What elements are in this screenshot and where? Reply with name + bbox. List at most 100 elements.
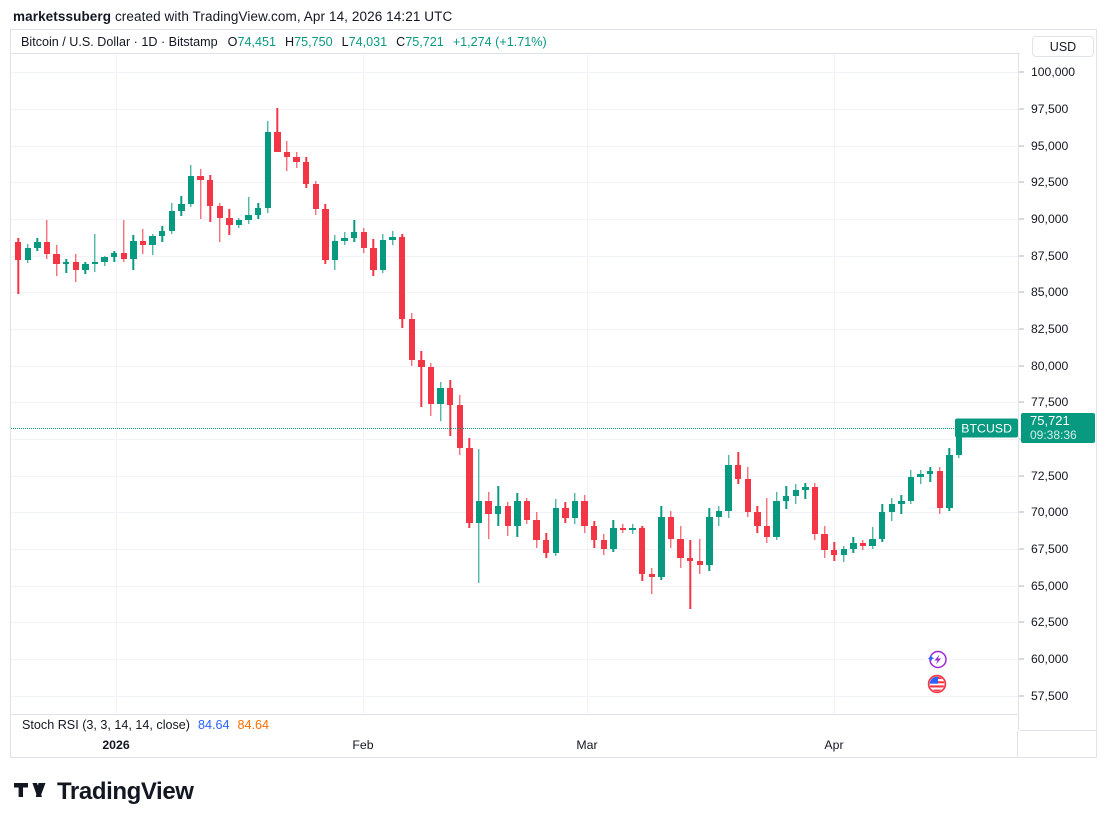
ohlc-h: H75,750 (284, 34, 333, 49)
candle-wick (487, 491, 490, 539)
candlestick (744, 54, 751, 714)
price-tick-mark (1019, 181, 1024, 183)
symbol-title[interactable]: Bitcoin / U.S. Dollar · 1D · Bitstamp (21, 34, 218, 49)
currency-button[interactable]: USD (1032, 36, 1094, 57)
candle-wick (46, 220, 48, 259)
tradingview-wordmark: TradingView (57, 778, 194, 805)
price-tick-mark (1019, 291, 1024, 293)
candlestick (533, 54, 540, 714)
gridline-horizontal (11, 622, 1020, 624)
candle-body (389, 236, 396, 240)
candlestick (447, 54, 454, 714)
candlestick (322, 54, 329, 714)
price-tick-mark (1019, 621, 1024, 623)
candle-body (715, 510, 723, 517)
chart-container: Bitcoin / U.S. Dollar · 1D · Bitstamp O7… (10, 29, 1097, 732)
candle-body (754, 512, 761, 526)
ai-spark-icon[interactable] (925, 648, 949, 672)
candle-body (907, 477, 915, 501)
candlestick (139, 54, 147, 714)
candle-body (667, 516, 675, 539)
candle-body (610, 528, 617, 549)
candle-body (629, 527, 636, 530)
candlestick (658, 54, 665, 714)
time-tick-label: Apr (824, 738, 844, 752)
candlestick (389, 54, 396, 714)
candlestick (792, 54, 799, 714)
candle-wick (17, 238, 19, 294)
candle-body (216, 205, 223, 219)
candlestick (917, 54, 924, 714)
candlestick (274, 54, 281, 714)
candle-body (946, 455, 953, 508)
candle-body (427, 367, 435, 404)
candle-body (859, 543, 867, 547)
candlestick (763, 54, 771, 714)
candle-body (159, 230, 166, 236)
candle-body (495, 506, 502, 514)
price-pane[interactable] (11, 54, 1020, 714)
us-flag-icon[interactable] (925, 672, 949, 696)
price-tick-label: 70,000 (1031, 505, 1069, 520)
candlestick (514, 54, 521, 714)
candle-body (456, 405, 463, 448)
candlestick (696, 54, 703, 714)
candle-body (687, 557, 694, 561)
candle-body (91, 261, 99, 265)
gridline-vertical (363, 54, 364, 714)
candlestick (859, 54, 867, 714)
price-tick-label: 80,000 (1031, 358, 1069, 373)
candlestick (207, 54, 214, 714)
candlestick (53, 54, 60, 714)
candle-body (725, 465, 732, 511)
price-tick-label: 82,500 (1031, 322, 1069, 336)
candle-wick (353, 220, 355, 243)
price-tick-mark (1019, 695, 1024, 697)
candle-body (111, 253, 118, 258)
candle-body (917, 474, 924, 478)
candlestick (495, 54, 502, 714)
candlestick (111, 54, 118, 714)
candlestick (629, 54, 636, 714)
candlestick (869, 54, 876, 714)
time-axis[interactable]: 2026 Feb Mar Apr (10, 731, 1097, 758)
current-price-badge: 75,721 09:38:36 (1021, 413, 1095, 444)
candle-body (226, 218, 233, 225)
candlestick (706, 54, 713, 714)
candle-body (264, 132, 271, 208)
price-tick-label: 72,500 (1031, 468, 1069, 483)
candle-body (351, 232, 358, 239)
candlestick (725, 54, 732, 714)
price-axis[interactable]: USD 100,000 97,500 95,000 92,500 90,000 87,50… (1018, 30, 1096, 730)
candle-body (927, 471, 934, 475)
indicator-pane[interactable] (11, 714, 1020, 731)
time-tick-label: 2026 (102, 738, 130, 752)
candlestick (159, 54, 166, 714)
candle-body (197, 176, 204, 181)
candle-body (274, 132, 281, 153)
candlestick (187, 54, 195, 714)
candlestick (821, 54, 828, 714)
candlestick (600, 54, 607, 714)
candlestick (168, 54, 175, 714)
candle-body (120, 253, 127, 260)
candlestick (715, 54, 723, 714)
candle-body (168, 210, 175, 231)
price-tick-mark (1019, 71, 1024, 73)
candle-body (312, 183, 319, 210)
ohlc-o: O74,451 (227, 34, 276, 49)
candle-body (648, 573, 655, 577)
chart-legend: Bitcoin / U.S. Dollar · 1D · Bitstamp O7… (11, 30, 1020, 54)
price-tick-label: 60,000 (1031, 652, 1069, 666)
candle-body (283, 152, 291, 157)
candle-body (485, 500, 492, 514)
candlestick (888, 54, 895, 714)
candlestick (955, 54, 963, 714)
indicator-name[interactable]: Stoch RSI (3, 3, 14, 14, close) (22, 718, 190, 732)
candle-body (475, 500, 483, 523)
candlestick (178, 54, 185, 714)
candle-body (811, 487, 819, 535)
candlestick (802, 54, 809, 714)
candle-body (255, 208, 262, 215)
price-tick-label: 97,500 (1031, 102, 1069, 116)
